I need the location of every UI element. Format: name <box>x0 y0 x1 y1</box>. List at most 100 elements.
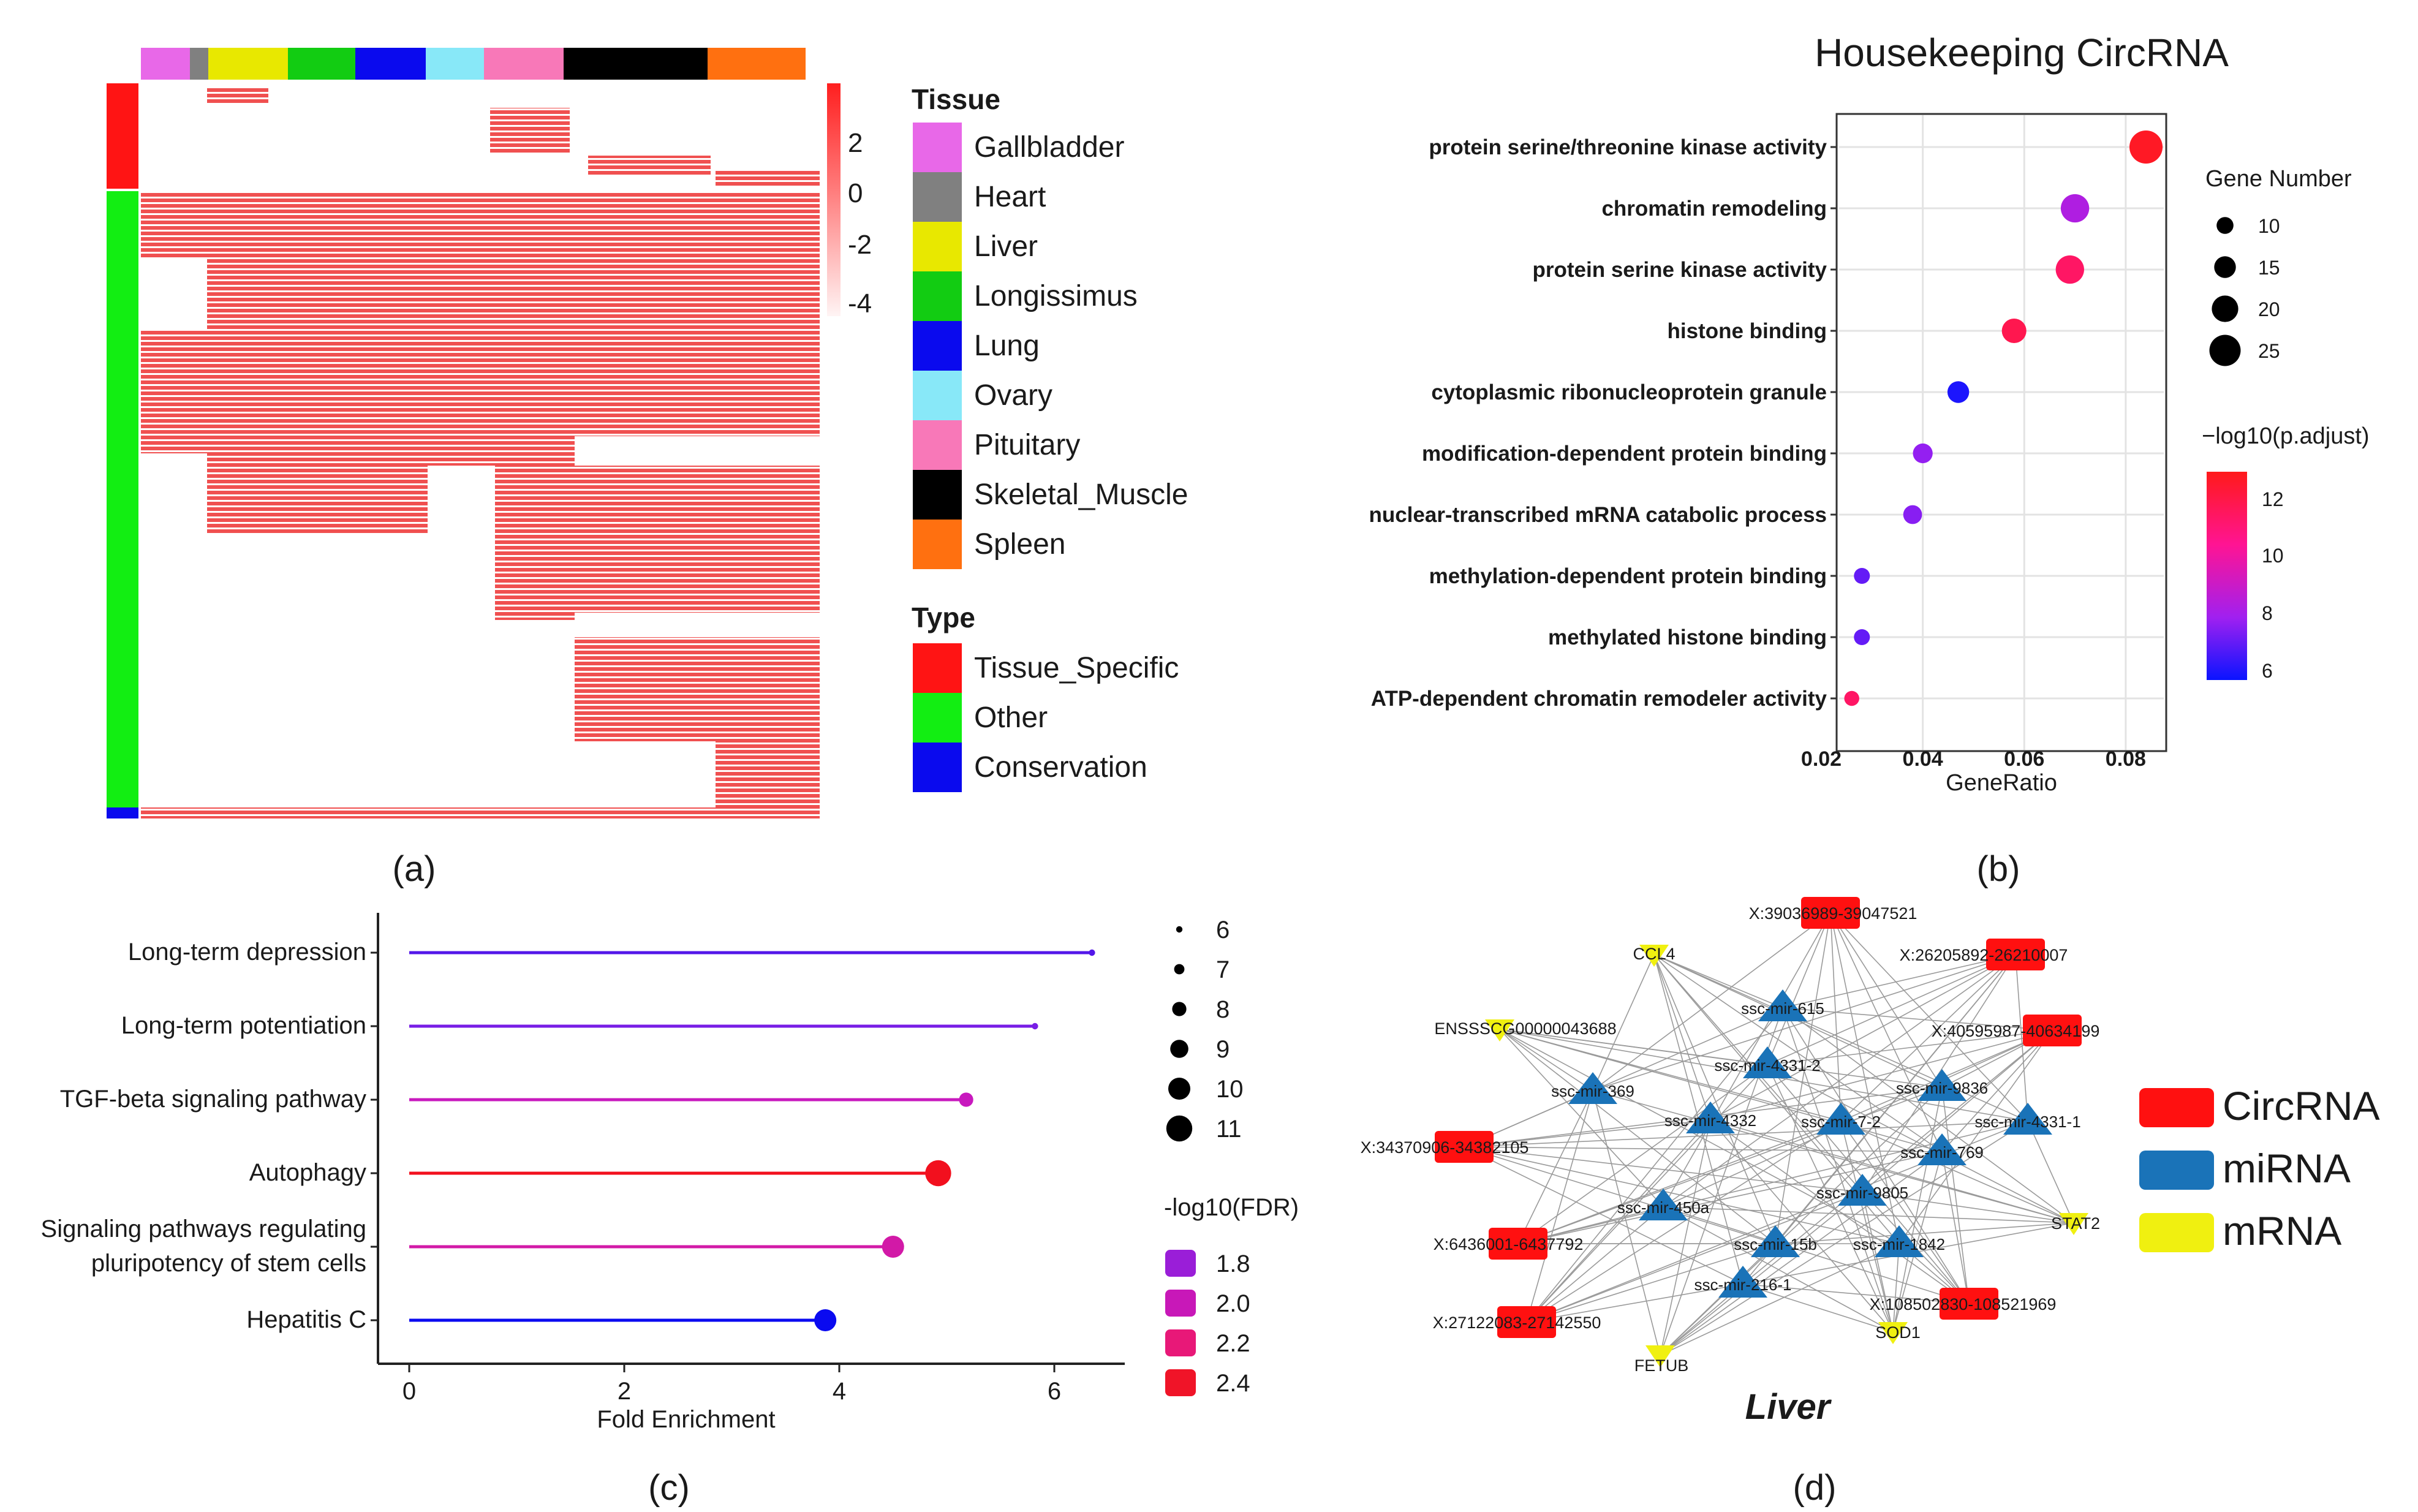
b-dot-5 <box>1947 381 1970 403</box>
panel-b-label: (b) <box>1977 849 2020 889</box>
network-edge-76 <box>1526 1192 1863 1323</box>
panel-c-x-ticks: 0 2 4 6 <box>402 1364 1061 1405</box>
gene-number-label-10: 10 <box>2258 215 2280 237</box>
tissue-legend: Tissue Gallbladder Heart Liver Longissimus L… <box>912 83 1188 569</box>
network-legend-label-circrna: CircRNA <box>2223 1083 2380 1128</box>
type-row-annotation <box>107 83 138 818</box>
gene-number-key-20 <box>2212 295 2239 322</box>
type-strip-conservation <box>107 807 138 818</box>
tissue-strip-pituitary <box>484 48 564 80</box>
circrna-label-2: X:26205892-26210007 <box>1900 946 2068 964</box>
heatmap-block-13 <box>207 807 820 818</box>
network-edge-62 <box>2027 1121 2074 1223</box>
network-edge-45 <box>1660 1119 1711 1356</box>
mirna-node-13 <box>1718 1266 1767 1298</box>
heatmap-block-12 <box>716 722 820 807</box>
c-category-label-1: Long-term depression <box>128 939 366 966</box>
tissue-key-longissimus <box>913 271 962 321</box>
network-edge-97 <box>1499 1029 1776 1244</box>
gene-count-legend: 6 7 8 9 10 11 <box>1166 917 1244 1143</box>
network-edge-71 <box>1892 1151 1943 1332</box>
b-xtick-label-3: 0.06 <box>2004 747 2044 771</box>
tissue-label-skeletal_muscle: Skeletal_Muscle <box>974 478 1188 511</box>
network-edge-116 <box>1742 1283 1894 1332</box>
b-dot-9 <box>1854 629 1870 646</box>
tissue-column-annotation <box>141 48 806 80</box>
mrna-label-5: FETUB <box>1634 1356 1689 1375</box>
colorbar-tick-1: 2 <box>848 128 863 158</box>
tissue-legend-title: Tissue <box>912 83 1000 115</box>
network-edge-56 <box>2015 954 2028 1122</box>
b-dot-10 <box>1844 690 1859 706</box>
colorbar-tick-2: 0 <box>848 178 863 208</box>
tissue-key-liver <box>913 222 962 271</box>
fdr-legend-title: -log10(FDR) <box>1164 1194 1299 1221</box>
fdr-key-3 <box>1165 1329 1196 1356</box>
mrna-label-1: CCL4 <box>1633 945 1675 963</box>
network-edge-32 <box>1941 1087 1970 1304</box>
circrna-node-6 <box>1497 1306 1556 1338</box>
fdr-key-4 <box>1165 1369 1196 1396</box>
network-edge-106 <box>1499 1029 1900 1244</box>
network-edge-42 <box>1653 954 1711 1121</box>
mirna-label-12: ssc-mir-1842 <box>1853 1235 1945 1253</box>
network-edge-67 <box>1517 1151 1943 1244</box>
network-edge-102 <box>1464 1146 1900 1244</box>
b-dot-2 <box>2060 194 2090 223</box>
mirna-node-5 <box>1686 1102 1735 1133</box>
network-edge-36 <box>1660 1087 1943 1356</box>
mirna-node-4 <box>1917 1069 1967 1101</box>
tissue-label-liver: Liver <box>974 230 1038 263</box>
b-dot-7 <box>1903 505 1922 524</box>
panel-b-plot-frame <box>1835 113 2167 752</box>
network-edge-64 <box>1830 912 1943 1152</box>
tissue-label-heart: Heart <box>974 181 1046 213</box>
gene-count-key-7 <box>1174 964 1185 975</box>
mirna-node-9 <box>1838 1174 1887 1206</box>
gene-count-key-6 <box>1176 926 1183 933</box>
network-edge-112 <box>1526 1283 1744 1323</box>
fdr-label-1: 1.8 <box>1216 1250 1250 1277</box>
mirna-node-6 <box>1816 1103 1865 1135</box>
c-category-label-4: Autophagy <box>249 1159 366 1186</box>
network-nodes: X:39036989-39047521 X:26205892-26210007 X:… <box>1361 897 2100 1375</box>
tissue-strip-spleen <box>708 48 806 80</box>
network-legend-key-circrna <box>2139 1088 2214 1127</box>
gene-number-label-20: 20 <box>2258 298 2280 320</box>
network-edge-27 <box>1592 1090 1661 1356</box>
fdr-key-2 <box>1165 1290 1196 1317</box>
panel-c-label: (c) <box>648 1468 690 1508</box>
fdr-label-2: 2.0 <box>1216 1290 1250 1317</box>
circrna-node-3 <box>2023 1015 2082 1046</box>
c-head-1 <box>1089 949 1095 956</box>
fdr-color-legend: -log10(FDR) 1.8 2.0 2.2 2.4 <box>1164 1194 1299 1397</box>
network-edge-24 <box>1592 954 1655 1091</box>
panel-b-dots <box>1844 130 2163 706</box>
c-head-3 <box>959 1092 973 1107</box>
mirna-label-7: ssc-mir-4331-1 <box>1974 1113 2080 1131</box>
panel-a-label: (a) <box>393 849 436 889</box>
mrna-node-2 <box>1485 1019 1514 1041</box>
gene-number-legend: Gene Number 10 15 20 25 <box>2205 166 2352 366</box>
panel-d-network: X:39036989-39047521 X:26205892-26210007 X:… <box>1361 897 2380 1508</box>
mrna-node-1 <box>1639 945 1669 967</box>
mirna-label-2: ssc-mir-4331-2 <box>1714 1056 1820 1075</box>
circrna-node-4 <box>1435 1131 1494 1163</box>
network-title: Liver <box>1745 1387 1832 1427</box>
mirna-node-7 <box>2003 1103 2052 1135</box>
c-head-6 <box>814 1309 837 1331</box>
network-edge-93 <box>1464 1146 1776 1244</box>
heatmap-block-17 <box>588 156 711 175</box>
padjust-legend-title: −log10(p.adjust) <box>2202 423 2370 449</box>
network-edge-82 <box>1663 912 1831 1208</box>
tissue-key-spleen <box>913 520 962 569</box>
network-edge-49 <box>1517 1121 1842 1244</box>
network-legend-label-mrna: mRNA <box>2223 1208 2341 1253</box>
panel-b-gridlines <box>1839 115 2164 750</box>
gene-number-key-25 <box>2209 335 2241 366</box>
mirna-label-5: ssc-mir-4332 <box>1664 1111 1756 1130</box>
gene-count-key-9 <box>1170 1040 1188 1058</box>
padjust-tick-12: 12 <box>2262 488 2284 510</box>
network-edge-99 <box>1660 1243 1776 1356</box>
heatmap-block-1 <box>141 191 207 259</box>
